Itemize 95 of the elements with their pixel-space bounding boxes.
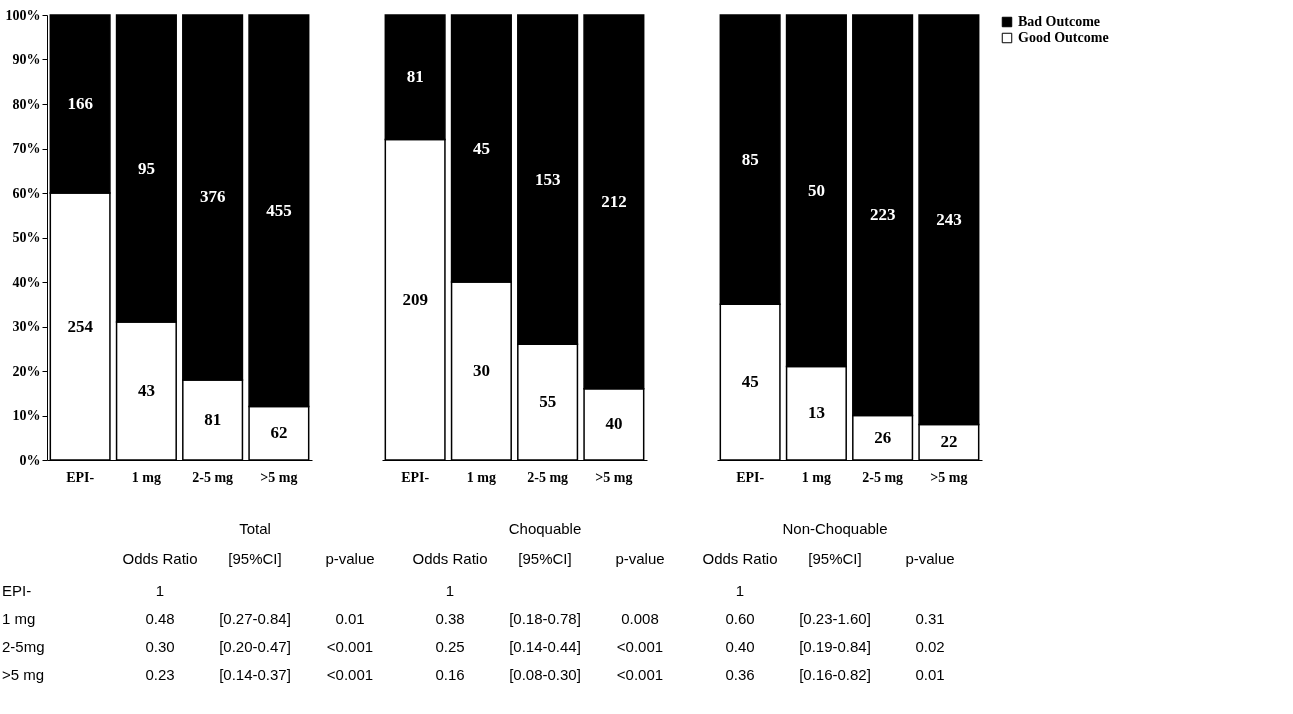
y-tick-label: 100% (5, 7, 41, 23)
text: 2-5mg (2, 638, 45, 655)
text: 0.25 (435, 638, 465, 655)
text: Total (239, 520, 271, 537)
text: [0.27-0.84] (219, 610, 291, 627)
annotation: 40 (605, 414, 623, 434)
text: Odds Ratio (412, 550, 488, 567)
x-tick-label: 2-5 mg (862, 469, 904, 485)
x-tick-label: 2-5 mg (192, 469, 234, 485)
x-tick-label: 1 mg (801, 469, 831, 485)
annotation: 153 (534, 169, 561, 189)
y-tick-label: 30% (12, 319, 41, 334)
y-tick-label: 20% (12, 363, 41, 379)
y-tick-label: 40% (12, 274, 41, 290)
text: 0.48 (145, 610, 175, 627)
text: 0.23 (145, 666, 175, 683)
annotation: 43 (137, 381, 155, 401)
text: Odds Ratio (702, 550, 778, 567)
annotation: 81 (204, 409, 222, 429)
x-tick-label: EPI- (736, 469, 765, 485)
text: p-value (905, 550, 955, 567)
text: p-value (325, 550, 375, 567)
text: 0.01 (335, 610, 365, 627)
text: [0.19-0.84] (799, 638, 871, 655)
annotation: 209 (402, 289, 428, 309)
text: 0.60 (725, 610, 755, 627)
y-tick-label: 90% (12, 52, 41, 67)
annotation: 50 (807, 180, 825, 200)
x-tick-label: >5 mg (595, 469, 633, 485)
y-tick-label: 10% (12, 408, 41, 423)
text: [0.18-0.78] (509, 610, 581, 627)
text: [95%CI] (808, 550, 862, 567)
text: [0.16-0.82] (799, 666, 871, 683)
text: Choquable (508, 520, 582, 537)
annotation: 26 (874, 427, 892, 447)
text: [95%CI] (518, 550, 572, 567)
annotation: 95 (137, 158, 155, 178)
text: 0.02 (915, 638, 945, 655)
x-tick-label: >5 mg (930, 469, 968, 485)
text: [0.20-0.47] (219, 638, 291, 655)
y-tick-label: 80% (12, 96, 41, 112)
x-tick-label: 1 mg (466, 469, 496, 485)
text: 0.30 (145, 638, 175, 655)
annotation: 223 (869, 205, 896, 225)
text: 0.01 (915, 666, 945, 683)
x-tick-label: EPI- (401, 469, 430, 485)
text: [0.14-0.37] (219, 666, 291, 683)
legend-label: Good Outcome (1018, 30, 1109, 45)
y-tick-label: 50% (12, 230, 41, 245)
text: 1 (445, 582, 455, 599)
text: [95%CI] (228, 550, 282, 567)
text: <0.001 (616, 666, 664, 683)
annotation: 212 (601, 191, 627, 211)
text: [0.08-0.30] (509, 666, 581, 683)
annotation: 30 (472, 361, 490, 380)
text: <0.001 (326, 666, 374, 683)
text: <0.001 (326, 638, 374, 655)
text: 0.16 (435, 666, 465, 683)
legend-label: Bad Outcome (1018, 14, 1101, 29)
annotation: 376 (199, 187, 226, 207)
text: 0.31 (915, 610, 945, 627)
annotation: 13 (807, 403, 825, 423)
text: p-value (615, 550, 665, 567)
annotation: 85 (741, 149, 759, 169)
annotation: 45 (741, 372, 759, 392)
y-tick-label: 70% (12, 141, 41, 156)
annotation: 45 (472, 138, 490, 158)
text: <0.001 (616, 638, 664, 655)
annotation: 81 (406, 67, 424, 87)
text: EPI- (2, 582, 32, 599)
text: 0.38 (435, 610, 465, 627)
text: 1 (155, 582, 165, 599)
x-tick-label: EPI- (66, 469, 95, 485)
text: 0.008 (621, 610, 659, 627)
x-tick-label: >5 mg (260, 469, 298, 485)
text: 0.40 (725, 638, 755, 655)
annotation: 166 (67, 94, 93, 113)
annotation: 62 (270, 423, 288, 443)
annotation: 254 (67, 316, 94, 336)
y-tick-label: 60% (12, 185, 41, 201)
text: Odds Ratio (122, 550, 198, 567)
text: 1 mg (2, 610, 36, 627)
text: [0.23-1.60] (799, 610, 871, 627)
annotation: 455 (266, 200, 292, 220)
text: >5 mg (2, 666, 45, 683)
x-tick-label: 1 mg (131, 469, 161, 485)
x-tick-label: 2-5 mg (527, 469, 569, 485)
text: 1 (735, 582, 745, 599)
text: [0.14-0.44] (509, 638, 581, 655)
text: 0.36 (725, 666, 755, 683)
text: Non-Choquable (782, 520, 888, 537)
annotation: 243 (936, 209, 962, 229)
annotation: 55 (539, 392, 557, 412)
annotation: 22 (940, 432, 958, 452)
y-tick-label: 0% (19, 452, 41, 468)
